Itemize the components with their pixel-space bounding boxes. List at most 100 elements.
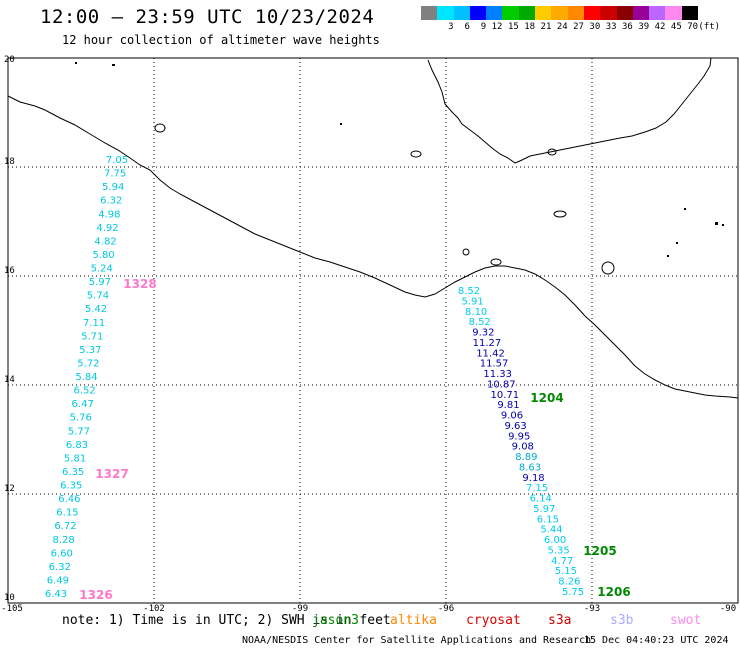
colorbar-swatch <box>469 6 487 20</box>
swh-value-west: 4.98 <box>98 209 120 220</box>
island-1 <box>410 150 422 158</box>
swh-value-west: 5.74 <box>87 291 109 302</box>
colorbar-swatch <box>486 6 503 20</box>
swh-value-east: 8.52 <box>469 317 491 328</box>
swh-value-east: 8.26 <box>558 577 580 588</box>
swh-value-west: 5.72 <box>77 358 99 369</box>
satellite-label: jason3 <box>312 613 359 628</box>
colorbar-swatch <box>453 6 470 20</box>
colorbar-label: 27 <box>573 22 584 32</box>
y-tick-label: 16 <box>4 266 15 276</box>
swh-value-east: 5.44 <box>540 525 562 536</box>
swh-value-east: 9.81 <box>497 400 519 411</box>
x-tick-label: -102 <box>143 604 165 614</box>
colorbar-label: 21 <box>540 22 552 32</box>
colorbar-labels: 3 6 9 12 15 18 21 24 27 30 33 36 39 42 45 70 (ft) <box>421 22 720 32</box>
swh-value-west: 5.77 <box>68 426 90 437</box>
swh-value-west: 5.80 <box>93 250 115 261</box>
colorbar-swatch <box>681 6 699 20</box>
colorbar-label: 70 <box>687 22 699 32</box>
swh-value-east: 5.91 <box>461 296 483 307</box>
track-id-label: 1327 <box>95 467 128 481</box>
swh-value-east: 11.57 <box>480 359 509 370</box>
satellite-label: s3a <box>548 613 572 628</box>
y-tick-label: 12 <box>4 484 15 494</box>
colorbar-swatch <box>502 6 519 20</box>
colorbar-swatch <box>421 6 438 20</box>
swh-value-east: 6.14 <box>530 494 552 505</box>
swh-value-west: 5.71 <box>81 331 103 342</box>
colorbar-swatch <box>616 6 633 20</box>
satellite-label: s3b <box>610 613 634 628</box>
swh-value-west: 5.76 <box>70 413 92 424</box>
colorbar-label: 36 <box>622 22 633 32</box>
island-3 <box>601 261 615 275</box>
islet-2 <box>722 224 724 226</box>
swh-value-east: 9.95 <box>508 431 530 442</box>
coastline-pacific <box>7 95 739 399</box>
swh-value-west: 6.47 <box>72 399 94 410</box>
colorbar <box>421 6 699 20</box>
x-tick-label: -90 <box>720 604 736 614</box>
swh-value-west: 7.11 <box>83 318 105 329</box>
colorbar-label: 39 <box>638 22 650 32</box>
swh-value-west: 6.32 <box>100 196 122 207</box>
swh-value-east: 10.87 <box>487 379 516 390</box>
colorbar-label: (ft) <box>698 22 721 32</box>
swh-value-west: 5.42 <box>85 304 107 315</box>
track-id-label: 1205 <box>583 544 616 558</box>
swh-value-west: 5.24 <box>91 264 113 275</box>
island-4 <box>547 148 557 156</box>
swh-value-east: 7.15 <box>526 483 548 494</box>
swh-value-west: 7.05 <box>106 155 128 166</box>
y-tick-label: 18 <box>4 157 15 167</box>
colorbar-label: 12 <box>491 22 503 32</box>
swh-value-east: 6.15 <box>537 514 559 525</box>
swh-value-west: 6.49 <box>47 575 69 586</box>
swh-value-east: 9.06 <box>501 411 523 422</box>
colorbar-label: 6 <box>464 22 470 32</box>
swh-value-west: 5.94 <box>102 182 124 193</box>
credit-line: NOAA/NESDIS Center for Satellite Applica… <box>242 635 592 646</box>
swh-value-east: 6.00 <box>544 535 566 546</box>
swh-value-east: 8.10 <box>465 307 487 318</box>
swh-value-east: 5.35 <box>548 545 570 556</box>
colorbar-swatch <box>535 6 552 20</box>
colorbar-label: 15 <box>507 22 519 32</box>
swh-value-west: 5.37 <box>79 345 101 356</box>
track-west: 7.05 7.75 5.94 6.32 4.98 4.92 4.82 5.80 5.24 5.97… <box>45 155 128 600</box>
track-id-label: 1326 <box>79 588 112 602</box>
y-tick-label: 20 <box>4 55 15 65</box>
track-id-label: 1328 <box>123 277 156 291</box>
swh-value-east: 9.08 <box>512 442 534 453</box>
swh-value-east: 10.71 <box>491 390 520 401</box>
island-6 <box>462 248 470 256</box>
track-id-labels: 1328 1327 1326 1204 1205 1206 <box>79 277 630 602</box>
satellite-label: swot <box>670 613 702 628</box>
x-tick-label: -93 <box>584 604 600 614</box>
swh-value-east: 8.63 <box>519 462 541 473</box>
swh-value-west: 6.72 <box>54 521 76 532</box>
grid-lines <box>8 58 738 603</box>
colorbar-swatch <box>600 6 617 20</box>
colorbar-swatch <box>632 6 650 20</box>
colorbar-swatch <box>567 6 584 20</box>
colorbar-label: 42 <box>654 22 666 32</box>
map-frame <box>7 57 739 604</box>
colorbar-label: 9 <box>480 22 487 32</box>
island-2 <box>553 210 567 218</box>
axis-ticks: -105 -102 -99 -96 -93 -90 10 12 14 16 18 20 <box>1 55 736 614</box>
swh-value-west: 5.97 <box>89 277 111 288</box>
map-subtitle: 12 hour collection of altimeter wave hei… <box>62 33 380 47</box>
swh-value-west: 4.82 <box>94 236 116 247</box>
swh-value-west: 8.28 <box>52 535 74 546</box>
swh-value-east: 11.27 <box>473 338 502 349</box>
colorbar-swatch <box>437 6 454 20</box>
colorbar-swatch <box>583 6 601 20</box>
swh-value-east: 5.75 <box>562 587 584 598</box>
coastline-gulf <box>427 57 712 164</box>
colorbar-swatch <box>649 6 666 20</box>
colorbar-label: 33 <box>605 22 617 32</box>
swh-value-west: 4.92 <box>96 223 118 234</box>
